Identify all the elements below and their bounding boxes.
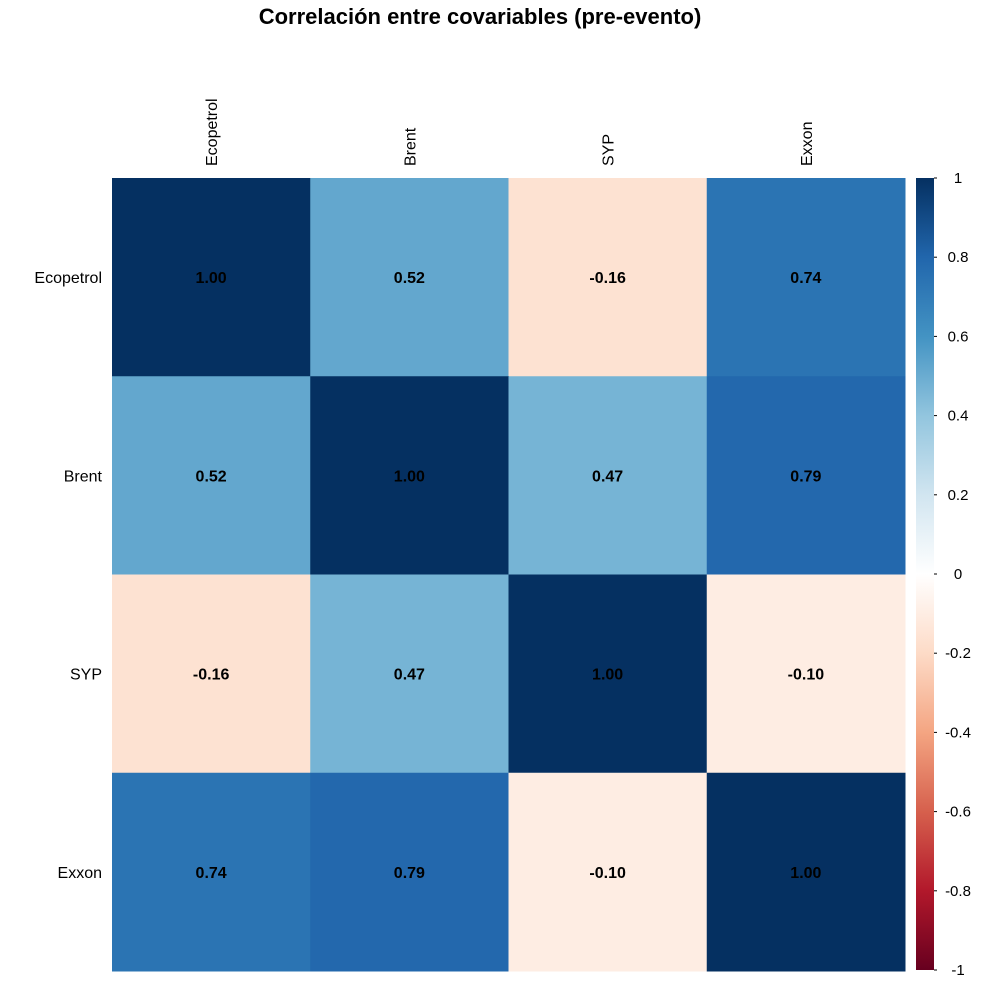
row-label: SYP [70, 667, 102, 684]
heatmap-cell [508, 574, 708, 774]
heatmap-cell [310, 772, 509, 972]
colorbar-tick-label: 0 [954, 566, 962, 583]
heatmap-cell [112, 178, 311, 377]
cell-value-label: -0.10 [589, 865, 626, 882]
column-labels: Ecopetrol Brent SYP Exxon [204, 98, 816, 166]
colorbar-tick-label: 0.4 [948, 408, 969, 425]
row-label: Brent [64, 468, 103, 485]
column-label: Exxon [799, 122, 816, 166]
heatmap-cells [112, 178, 906, 972]
heatmap-cell [310, 574, 509, 774]
cell-value-label: 0.74 [790, 270, 821, 287]
cell-value-label: 0.74 [196, 865, 227, 882]
cell-value-label: 0.52 [394, 270, 425, 287]
row-label: Ecopetrol [34, 270, 102, 287]
colorbar-tick-label: 1 [954, 170, 962, 187]
colorbar-tick-label: 0.2 [948, 487, 969, 504]
column-label: Brent [402, 127, 419, 166]
heatmap-cell [310, 178, 509, 377]
column-label: Ecopetrol [204, 98, 221, 166]
cell-value-label: 0.52 [196, 468, 227, 485]
column-label: SYP [601, 134, 618, 166]
heatmap-cell [508, 376, 708, 575]
heatmap-cell [706, 574, 906, 774]
heatmap-cell [112, 772, 311, 972]
row-labels: Ecopetrol Brent SYP Exxon [34, 270, 102, 882]
colorbar-tick-label: -0.4 [945, 724, 971, 741]
colorbar-tick-label: -1 [951, 962, 964, 979]
cell-value-label: 1.00 [196, 270, 227, 287]
colorbar-tick-label: -0.2 [945, 645, 971, 662]
colorbar: 1 0.8 0.6 0.4 0.2 0 -0.2 -0.4 -0.6 -0.8 -1 [916, 170, 971, 979]
cell-value-label: 1.00 [790, 865, 821, 882]
row-label: Exxon [58, 865, 102, 882]
heatmap-cell [706, 178, 906, 377]
colorbar-tick-label: 0.6 [948, 328, 969, 345]
colorbar-gradient [916, 178, 934, 970]
chart-title: Correlación entre covariables (pre-event… [258, 4, 702, 29]
cell-value-label: 0.79 [790, 468, 821, 485]
cell-value-labels: 1.00 0.52 -0.16 0.74 0.52 1.00 0.47 0.79 -0.16 0.… [193, 270, 824, 882]
heatmap-cell [508, 178, 708, 377]
cell-value-label: 0.79 [394, 865, 425, 882]
cell-value-label: -0.16 [589, 270, 626, 287]
heatmap-cell [508, 772, 708, 972]
cell-value-label: 1.00 [394, 468, 425, 485]
heatmap-cell [706, 376, 906, 575]
cell-value-label: -0.16 [193, 667, 230, 684]
heatmap-cell [112, 376, 311, 575]
cell-value-label: 0.47 [394, 667, 425, 684]
cell-value-label: 1.00 [592, 667, 623, 684]
heatmap-cell [706, 772, 906, 972]
heatmap-cell [112, 574, 311, 774]
colorbar-tick-label: 0.8 [948, 249, 969, 266]
cell-value-label: -0.10 [788, 667, 825, 684]
colorbar-tick-label: -0.6 [945, 804, 971, 821]
heatmap-cell [310, 376, 509, 575]
colorbar-tick-label: -0.8 [945, 883, 971, 900]
cell-value-label: 0.47 [592, 468, 623, 485]
